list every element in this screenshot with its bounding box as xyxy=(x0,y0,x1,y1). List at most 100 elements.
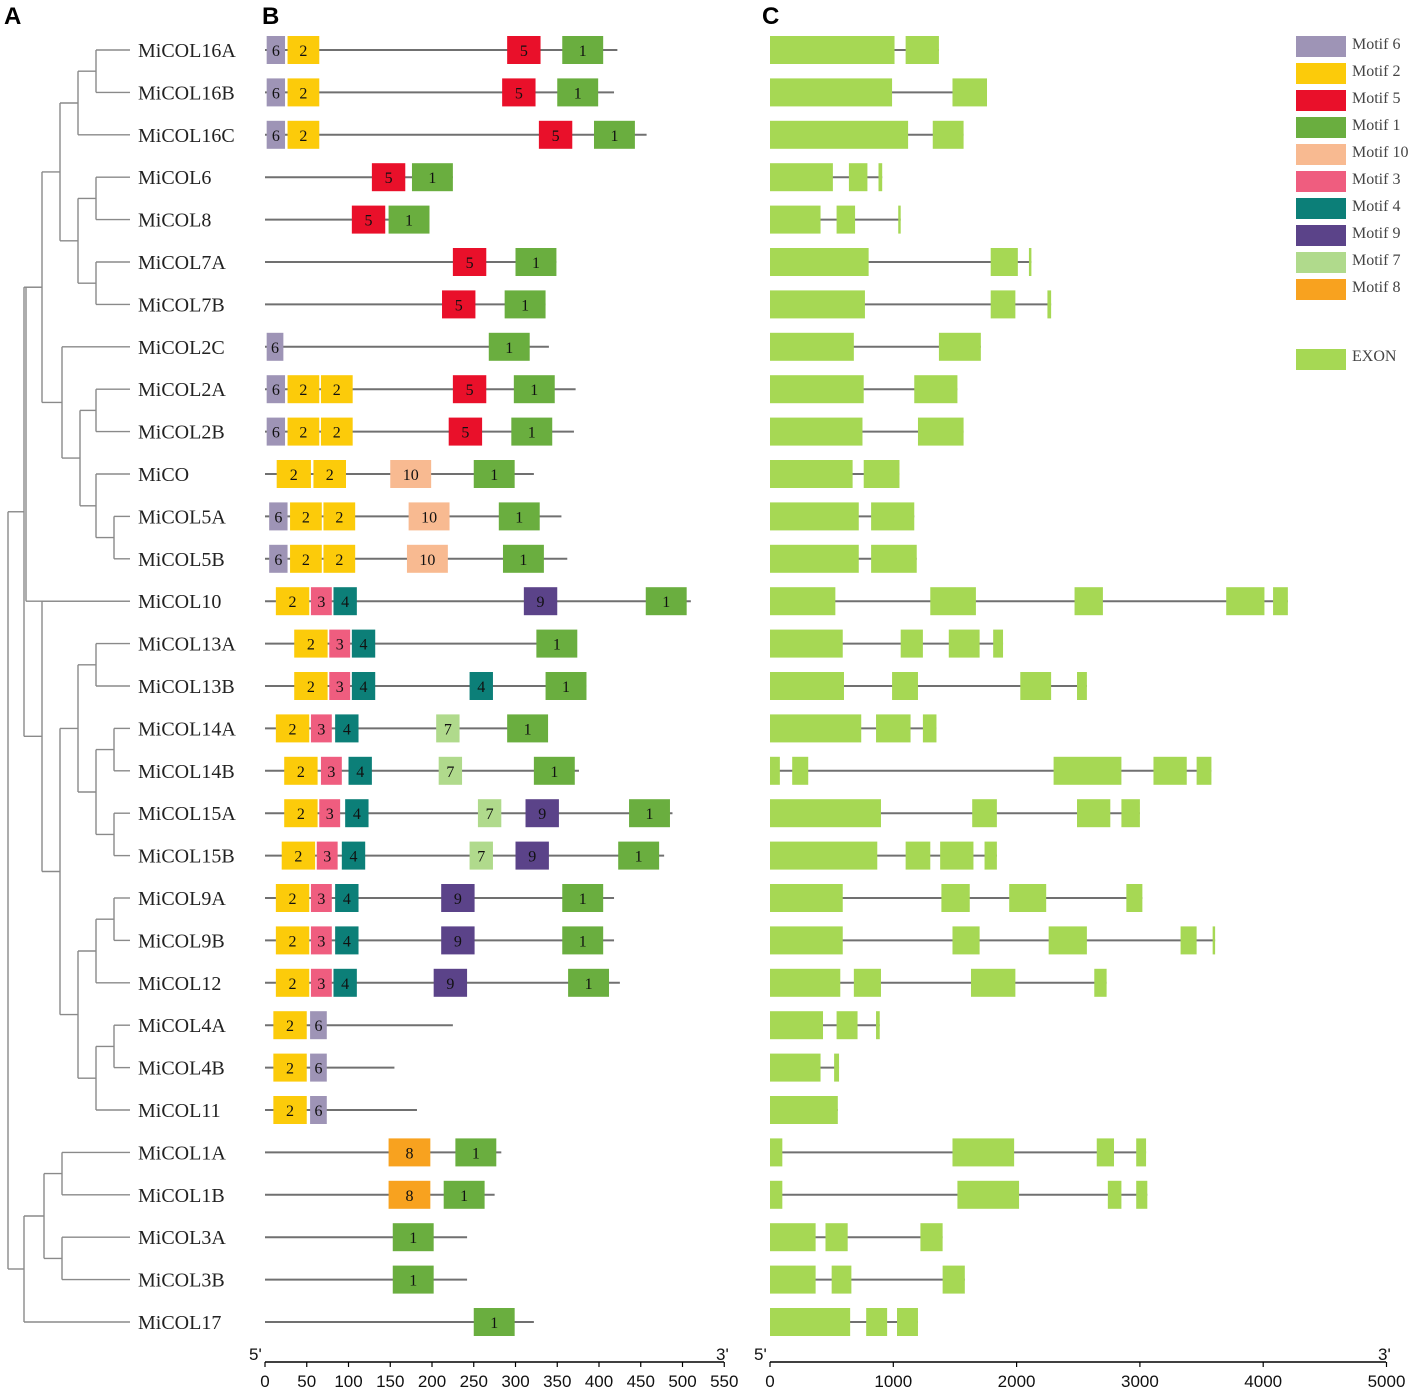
motif-axis: 5' 3' 0 50 100 150 200 250 300 350 400 450 500 550 xyxy=(249,1345,738,1391)
motif-number: 1 xyxy=(550,764,558,781)
exon-box xyxy=(920,1223,943,1252)
motif-number: 1 xyxy=(579,891,587,908)
motif-number: 6 xyxy=(272,128,280,145)
exon-box xyxy=(836,205,856,234)
exon-box xyxy=(770,120,909,149)
motif-2-box xyxy=(284,756,318,785)
motif-number: 4 xyxy=(353,806,361,823)
legend-swatch-motif-6 xyxy=(1296,36,1346,57)
motif-9-box xyxy=(523,587,558,616)
motif-3-box xyxy=(310,587,332,616)
motif-number: 2 xyxy=(297,764,305,781)
motif-1-box xyxy=(593,120,635,149)
motif-number: 6 xyxy=(274,552,282,569)
motif-1-box xyxy=(473,1308,515,1336)
exon-box xyxy=(853,968,881,997)
motif-1-box xyxy=(443,1180,485,1209)
legend-swatch-exon xyxy=(1296,349,1346,370)
legend-label: Motif 4 xyxy=(1352,198,1400,215)
gene-row xyxy=(770,799,1140,828)
exon-box xyxy=(836,1011,858,1040)
exon-box xyxy=(876,1011,880,1040)
legend-swatch-motif-4 xyxy=(1296,198,1346,219)
exon-box xyxy=(905,36,939,64)
motif-2-box xyxy=(275,926,310,955)
motif-number: 5 xyxy=(466,255,474,272)
gene-label: MiCOL15B xyxy=(138,846,235,868)
motif-number: 2 xyxy=(299,128,307,145)
motif-number: 9 xyxy=(528,849,536,866)
exon-box xyxy=(1136,1138,1147,1167)
axis-tick-label: 150 xyxy=(376,1372,404,1391)
motif-number: 1 xyxy=(532,255,540,272)
motif-4-box xyxy=(335,714,359,743)
motif-2-box xyxy=(294,629,328,658)
motif-2-box xyxy=(275,714,310,743)
exon-box xyxy=(876,714,911,743)
exon-box xyxy=(770,1308,851,1336)
motif-2-box xyxy=(281,841,316,870)
exon-box xyxy=(1053,756,1122,785)
motif-number: 9 xyxy=(537,594,545,611)
motif-number: 1 xyxy=(490,1315,498,1332)
protein-row: 6 2 5 1 xyxy=(265,120,647,149)
motif-6-box xyxy=(310,1096,327,1124)
motif-9-box xyxy=(441,926,475,955)
legend-label: Motif 1 xyxy=(1352,117,1400,134)
motif-number: 5 xyxy=(461,425,469,442)
exon-box xyxy=(1009,884,1047,912)
motif-5-box xyxy=(538,120,573,149)
axis-tick-label: 200 xyxy=(418,1372,446,1391)
motif-10-box xyxy=(406,544,448,573)
exon-box xyxy=(917,417,964,446)
motif-4-box xyxy=(333,587,357,616)
motif-1-box xyxy=(507,714,549,743)
motif-number: 5 xyxy=(466,382,474,399)
gene-label: MiCOL5B xyxy=(138,549,225,571)
motif-6-box xyxy=(266,120,286,149)
motif-number: 1 xyxy=(472,1145,480,1162)
motif-5-box xyxy=(371,163,406,192)
exon-box xyxy=(892,672,918,700)
motif-4-box xyxy=(335,926,359,955)
panel-letter-c: C xyxy=(762,3,779,30)
motif-number: 1 xyxy=(635,849,643,866)
motif-1-box xyxy=(411,163,453,192)
exon-box xyxy=(792,756,809,785)
motif-number: 6 xyxy=(272,85,280,102)
motif-1-box xyxy=(511,417,553,446)
gene-row xyxy=(770,205,901,234)
motif-number: 1 xyxy=(519,552,527,569)
exon-box xyxy=(770,799,881,828)
motif-number: 2 xyxy=(286,1103,294,1120)
gene-label: MiCOL14A xyxy=(138,718,236,740)
legend-label: Motif 9 xyxy=(1352,225,1400,242)
motif-2-box xyxy=(323,502,356,531)
motif-number: 2 xyxy=(286,1061,294,1078)
protein-row: 6 2 2 10 1 xyxy=(265,502,562,531)
motif-3-box xyxy=(320,756,342,785)
motif-3-box xyxy=(310,926,332,955)
motif-number: 6 xyxy=(274,509,282,526)
protein-row: 6 2 5 1 xyxy=(265,36,618,64)
motif-2-box xyxy=(273,1096,307,1124)
exon-box xyxy=(770,1138,783,1167)
motif-number: 1 xyxy=(574,85,582,102)
exon-box xyxy=(990,248,1018,276)
motif-number: 3 xyxy=(317,933,325,950)
motif-10-box xyxy=(408,502,450,531)
motif-number: 4 xyxy=(341,976,349,993)
motif-number: 2 xyxy=(294,849,302,866)
exon-box xyxy=(770,926,843,955)
protein-row: 6 2 2 5 1 xyxy=(265,375,576,404)
legend-label: Motif 5 xyxy=(1352,90,1400,107)
exon-box xyxy=(952,78,988,107)
axis-tick-label: 4000 xyxy=(1244,1372,1282,1391)
gene-label: MiCOL16A xyxy=(138,40,236,62)
motif-1-box xyxy=(502,544,544,573)
motif-3-box xyxy=(319,799,341,828)
motif-number: 3 xyxy=(327,764,335,781)
motif-number: 2 xyxy=(302,509,310,526)
